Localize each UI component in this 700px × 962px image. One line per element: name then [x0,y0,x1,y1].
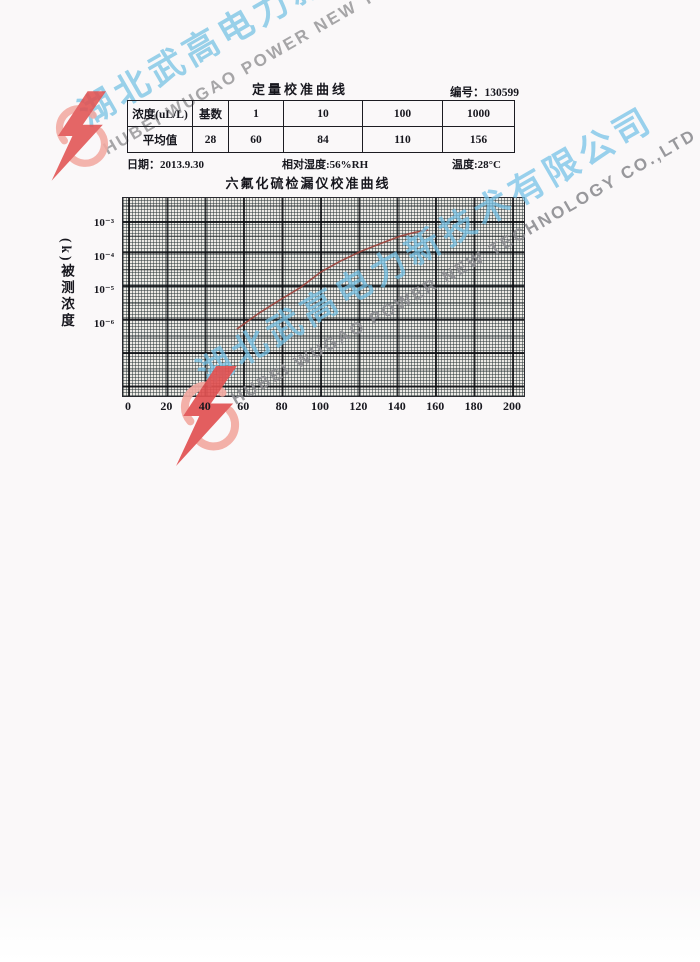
cell-avg-10: 84 [283,126,363,153]
chart-title: 六氟化硫检漏仪校准曲线 [225,176,391,191]
x-tick-label: 20 [160,399,173,413]
y-tick-label: 10⁻⁴ [93,250,114,263]
x-axis: 0 20 40 60 80 100 120 140 160 180 200 [122,399,523,415]
y-axis: 10⁻³ 10⁻⁴ 10⁻⁵ 10⁻⁶ [78,197,118,395]
y-axis-label: (k)被测浓度 [59,238,74,330]
cell-conc-100: 100 [362,100,443,127]
date-label: 日期：2013.9.30 [127,159,204,171]
cell-conc-1000: 1000 [442,100,515,127]
x-tick-label: 60 [237,399,250,413]
cell-avg-1: 60 [228,126,284,153]
x-tick-label: 120 [349,399,368,413]
serial-number: 编号：130599 [450,87,519,99]
log-graph-paper-grid [122,197,525,397]
cell-conc-10: 10 [283,100,363,127]
cell-base-label: 基数 [192,100,229,127]
cell-conc-1: 1 [228,100,284,127]
cell-avg-1000: 156 [442,126,515,153]
x-tick-label: 80 [275,399,288,413]
curve-layer [236,229,429,330]
calibration-curve [236,229,429,330]
x-tick-label: 180 [464,399,483,413]
x-tick-label: 140 [387,399,406,413]
cell-concentration-label: 浓度(uL/L) [127,100,193,127]
conditions-row: 日期：2013.9.30 相对湿度:56%RH 温度:28°C [0,156,700,172]
table-row-average: 平均值 28 60 84 110 156 [127,126,515,153]
calibration-table: 浓度(uL/L) 基数 1 10 100 1000 平均值 28 60 84 1… [127,100,515,153]
y-tick-label: 10⁻³ [93,217,114,229]
cell-avg-base: 28 [192,126,229,153]
y-tick-label: 10⁻⁵ [93,284,114,296]
x-tick-label: 100 [311,399,329,413]
x-tick-label: 160 [426,399,445,413]
y-tick-label: 10⁻⁶ [93,317,114,330]
table-row-concentration: 浓度(uL/L) 基数 1 10 100 1000 [127,100,515,127]
cell-average-label: 平均值 [127,126,193,153]
x-tick-label: 40 [198,399,211,413]
x-tick-label: 200 [503,399,521,413]
document-title: 定量校准曲线 [251,82,348,97]
cell-avg-100: 110 [362,126,443,153]
x-tick-label: 0 [125,399,131,413]
temperature-label: 温度:28°C [452,159,502,171]
humidity-label: 相对湿度:56%RH [282,159,369,171]
